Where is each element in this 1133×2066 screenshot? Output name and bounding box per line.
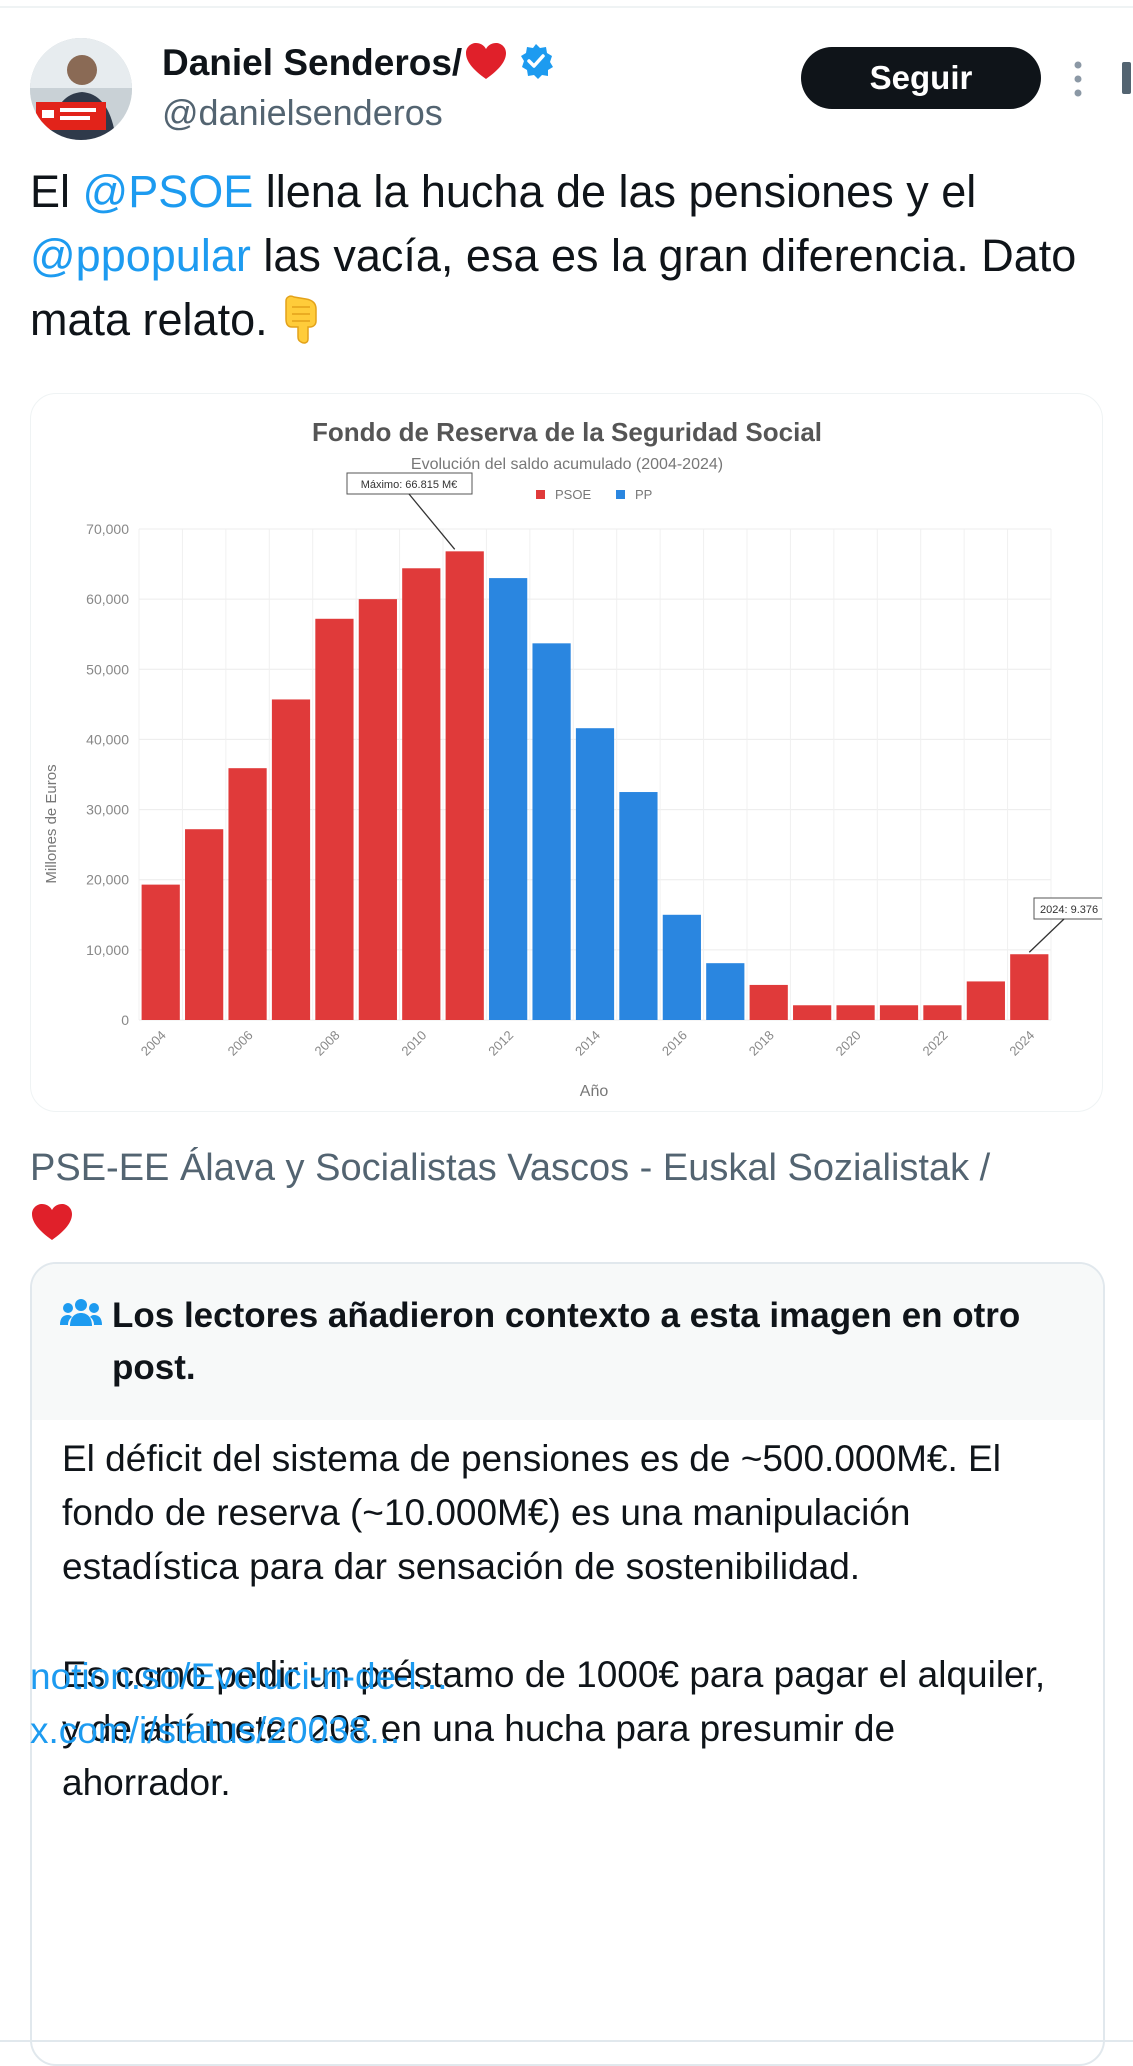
bar-2012 (489, 578, 527, 1020)
tweet-text-prefix: El (30, 166, 83, 217)
x-tick-label: 2014 (572, 1028, 603, 1059)
avatar-photo (30, 38, 132, 140)
annotation-max-arrow (409, 494, 455, 549)
bar-2019 (793, 1005, 831, 1020)
chart-svg: 0 10,000 20,000 30,000 40,000 50,000 60,000 70,… (31, 394, 1102, 1111)
note-link-notion[interactable]: notion.so/Evoluci-n-de-l... (30, 1650, 447, 1704)
chart-x-axis-label: Año (580, 1083, 609, 1100)
chart-x-ticks: 2004 2006 2008 2010 2012 2014 2016 2018 2020 2022… (138, 1028, 1038, 1059)
x-tick-label: 2010 (398, 1028, 429, 1059)
bar-2015 (619, 792, 657, 1020)
note-paragraph-1: El déficit del sistema de pensiones es d… (62, 1432, 1072, 1594)
y-tick-label: 10,000 (86, 942, 129, 958)
y-tick-label: 70,000 (86, 521, 129, 537)
chart-title: Fondo de Reserva de la Seguridad Social (312, 417, 822, 447)
bar-2005 (185, 829, 223, 1020)
x-tick-label: 2004 (138, 1028, 169, 1059)
bar-2024 (1010, 954, 1048, 1020)
bar-2021 (880, 1005, 918, 1020)
bar-2008 (315, 619, 353, 1020)
author-name[interactable]: Daniel Senderos/ (162, 42, 462, 84)
mention-ppopular[interactable]: @ppopular (30, 230, 251, 281)
legend-psoe-swatch (536, 490, 545, 499)
source-text: PSE-EE Álava y Socialistas Vascos - Eusk… (30, 1147, 990, 1189)
community-note-header: Los lectores añadieron contexto a esta i… (32, 1264, 1103, 1420)
author-handle[interactable]: @danielsenderos (162, 92, 443, 134)
y-tick-label: 40,000 (86, 731, 129, 747)
x-tick-label: 2024 (1006, 1028, 1037, 1059)
bar-2010 (402, 568, 440, 1020)
scroll-edge-indicator (1122, 62, 1131, 94)
bar-2007 (272, 699, 310, 1020)
tweet-text-part-1: llena la hucha de las pensiones y el (253, 166, 976, 217)
bar-2006 (228, 768, 266, 1020)
legend-pp-label: PP (635, 487, 652, 502)
more-options-icon[interactable] (1072, 60, 1084, 98)
community-note-links: notion.so/Evoluci-n-de-l... x.com/i/stat… (30, 1650, 447, 1758)
bar-2014 (576, 728, 614, 1020)
bar-2018 (750, 985, 788, 1020)
x-tick-label: 2016 (659, 1028, 690, 1059)
chart-legend: PSOE PP (536, 487, 652, 502)
verified-badge-icon (518, 43, 554, 84)
x-tick-label: 2020 (833, 1028, 864, 1059)
bar-2013 (532, 643, 570, 1020)
y-tick-label: 50,000 (86, 661, 129, 677)
legend-pp-swatch (616, 490, 625, 499)
tweet-text: El @PSOE llena la hucha de las pensiones… (30, 160, 1105, 352)
x-tick-label: 2012 (485, 1028, 516, 1059)
x-tick-label: 2008 (311, 1028, 342, 1059)
bar-2020 (836, 1005, 874, 1020)
y-tick-label: 0 (121, 1012, 129, 1028)
bar-2022 (923, 1005, 961, 1020)
chart-y-ticks: 0 10,000 20,000 30,000 40,000 50,000 60,000 70,… (86, 521, 129, 1028)
annotation-last: 2024: 9.376 (1029, 898, 1102, 952)
annotation-last-label: 2024: 9.376 (1040, 904, 1098, 916)
annotation-max-label: Máximo: 66.815 M€ (361, 479, 458, 491)
heart-icon (464, 41, 508, 86)
pointing-down-icon (280, 294, 324, 345)
author-name-row[interactable]: Daniel Senderos/ (162, 38, 554, 88)
y-tick-label: 30,000 (86, 802, 129, 818)
bar-2011 (446, 551, 484, 1020)
follow-button[interactable]: Seguir (801, 47, 1041, 109)
bar-2023 (967, 981, 1005, 1020)
annotation-last-arrow (1029, 919, 1064, 952)
top-divider (0, 6, 1133, 8)
community-note-title: Los lectores añadieron contexto a esta i… (112, 1290, 1052, 1394)
people-icon (60, 1298, 102, 1333)
bar-2016 (663, 915, 701, 1020)
bar-2004 (142, 885, 180, 1020)
bottom-divider (0, 2040, 1133, 2042)
image-source-credit: PSE-EE Álava y Socialistas Vascos - Eusk… (30, 1140, 1110, 1252)
legend-psoe-label: PSOE (555, 487, 591, 502)
mention-psoe[interactable]: @PSOE (83, 166, 254, 217)
x-tick-label: 2022 (919, 1028, 950, 1059)
note-link-status[interactable]: x.com/i/status/20038... (30, 1704, 447, 1758)
chart-y-axis-label: Millones de Euros (43, 764, 60, 883)
y-tick-label: 20,000 (86, 872, 129, 888)
chart-image[interactable]: 0 10,000 20,000 30,000 40,000 50,000 60,000 70,… (30, 393, 1103, 1112)
bar-2017 (706, 963, 744, 1020)
heart-icon (30, 1203, 74, 1245)
x-tick-label: 2006 (225, 1028, 256, 1059)
y-tick-label: 60,000 (86, 591, 129, 607)
bar-2009 (359, 599, 397, 1020)
annotation-max: Máximo: 66.815 M€ (347, 473, 472, 549)
avatar[interactable] (30, 38, 132, 140)
chart-subtitle: Evolución del saldo acumulado (2004-2024… (411, 456, 723, 473)
x-tick-label: 2018 (746, 1028, 777, 1059)
